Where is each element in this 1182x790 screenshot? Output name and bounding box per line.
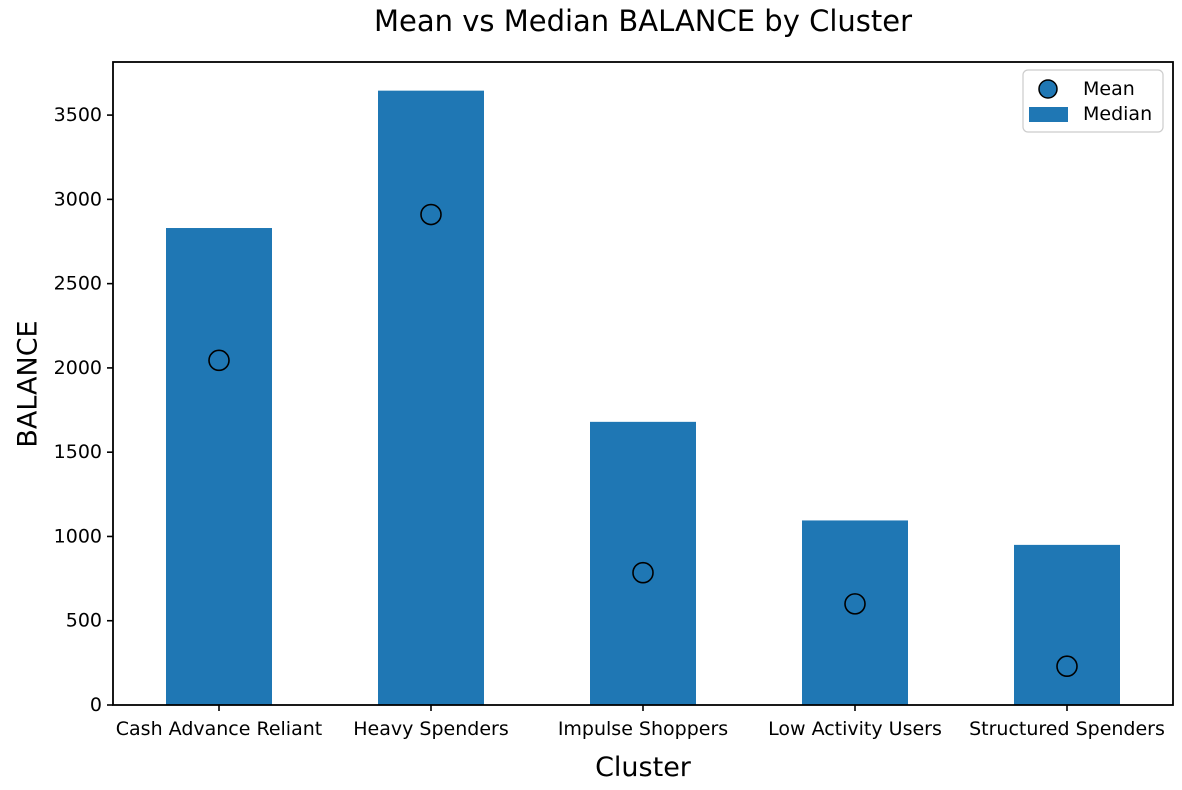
y-axis-label: BALANCE <box>13 320 44 447</box>
mean-marker-1 <box>420 203 442 226</box>
x-tick-label: Heavy Spenders <box>353 718 508 740</box>
y-tick-label: 3500 <box>54 104 102 126</box>
plot-area: 0 500 1000 1500 2000 2500 3000 3500 Cash Advance… <box>54 61 1174 740</box>
legend-median-swatch-icon <box>1029 107 1068 122</box>
chart-title: Mean vs Median BALANCE by Cluster <box>374 4 912 38</box>
bar-4 <box>1014 544 1120 705</box>
legend-mean-marker-icon <box>1038 79 1058 99</box>
y-tick-label: 2500 <box>54 273 102 295</box>
x-tick-label: Impulse Shoppers <box>558 718 728 740</box>
bar-1 <box>378 90 484 705</box>
y-tick-label: 3000 <box>54 188 102 210</box>
mean-marker-4 <box>1056 655 1078 678</box>
y-tick-label: 1500 <box>54 441 102 463</box>
x-tick-label: Cash Advance Reliant <box>116 718 322 740</box>
y-tick-label: 1000 <box>54 525 102 547</box>
legend-median-label: Median <box>1083 103 1152 125</box>
mean-marker-2 <box>632 561 654 584</box>
x-axis-label: Cluster <box>595 752 692 783</box>
y-tick-label: 0 <box>90 694 102 716</box>
mean-marker-0 <box>208 349 230 372</box>
legend: Mean Median <box>1022 69 1164 133</box>
legend-mean-label: Mean <box>1083 78 1135 100</box>
y-tick-label: 2000 <box>54 357 102 379</box>
bar-0 <box>166 228 272 706</box>
x-tick-label: Structured Spenders <box>969 718 1165 740</box>
mean-marker-3 <box>844 593 866 615</box>
y-tick-label: 500 <box>66 610 102 632</box>
x-tick-label: Low Activity Users <box>768 718 942 740</box>
